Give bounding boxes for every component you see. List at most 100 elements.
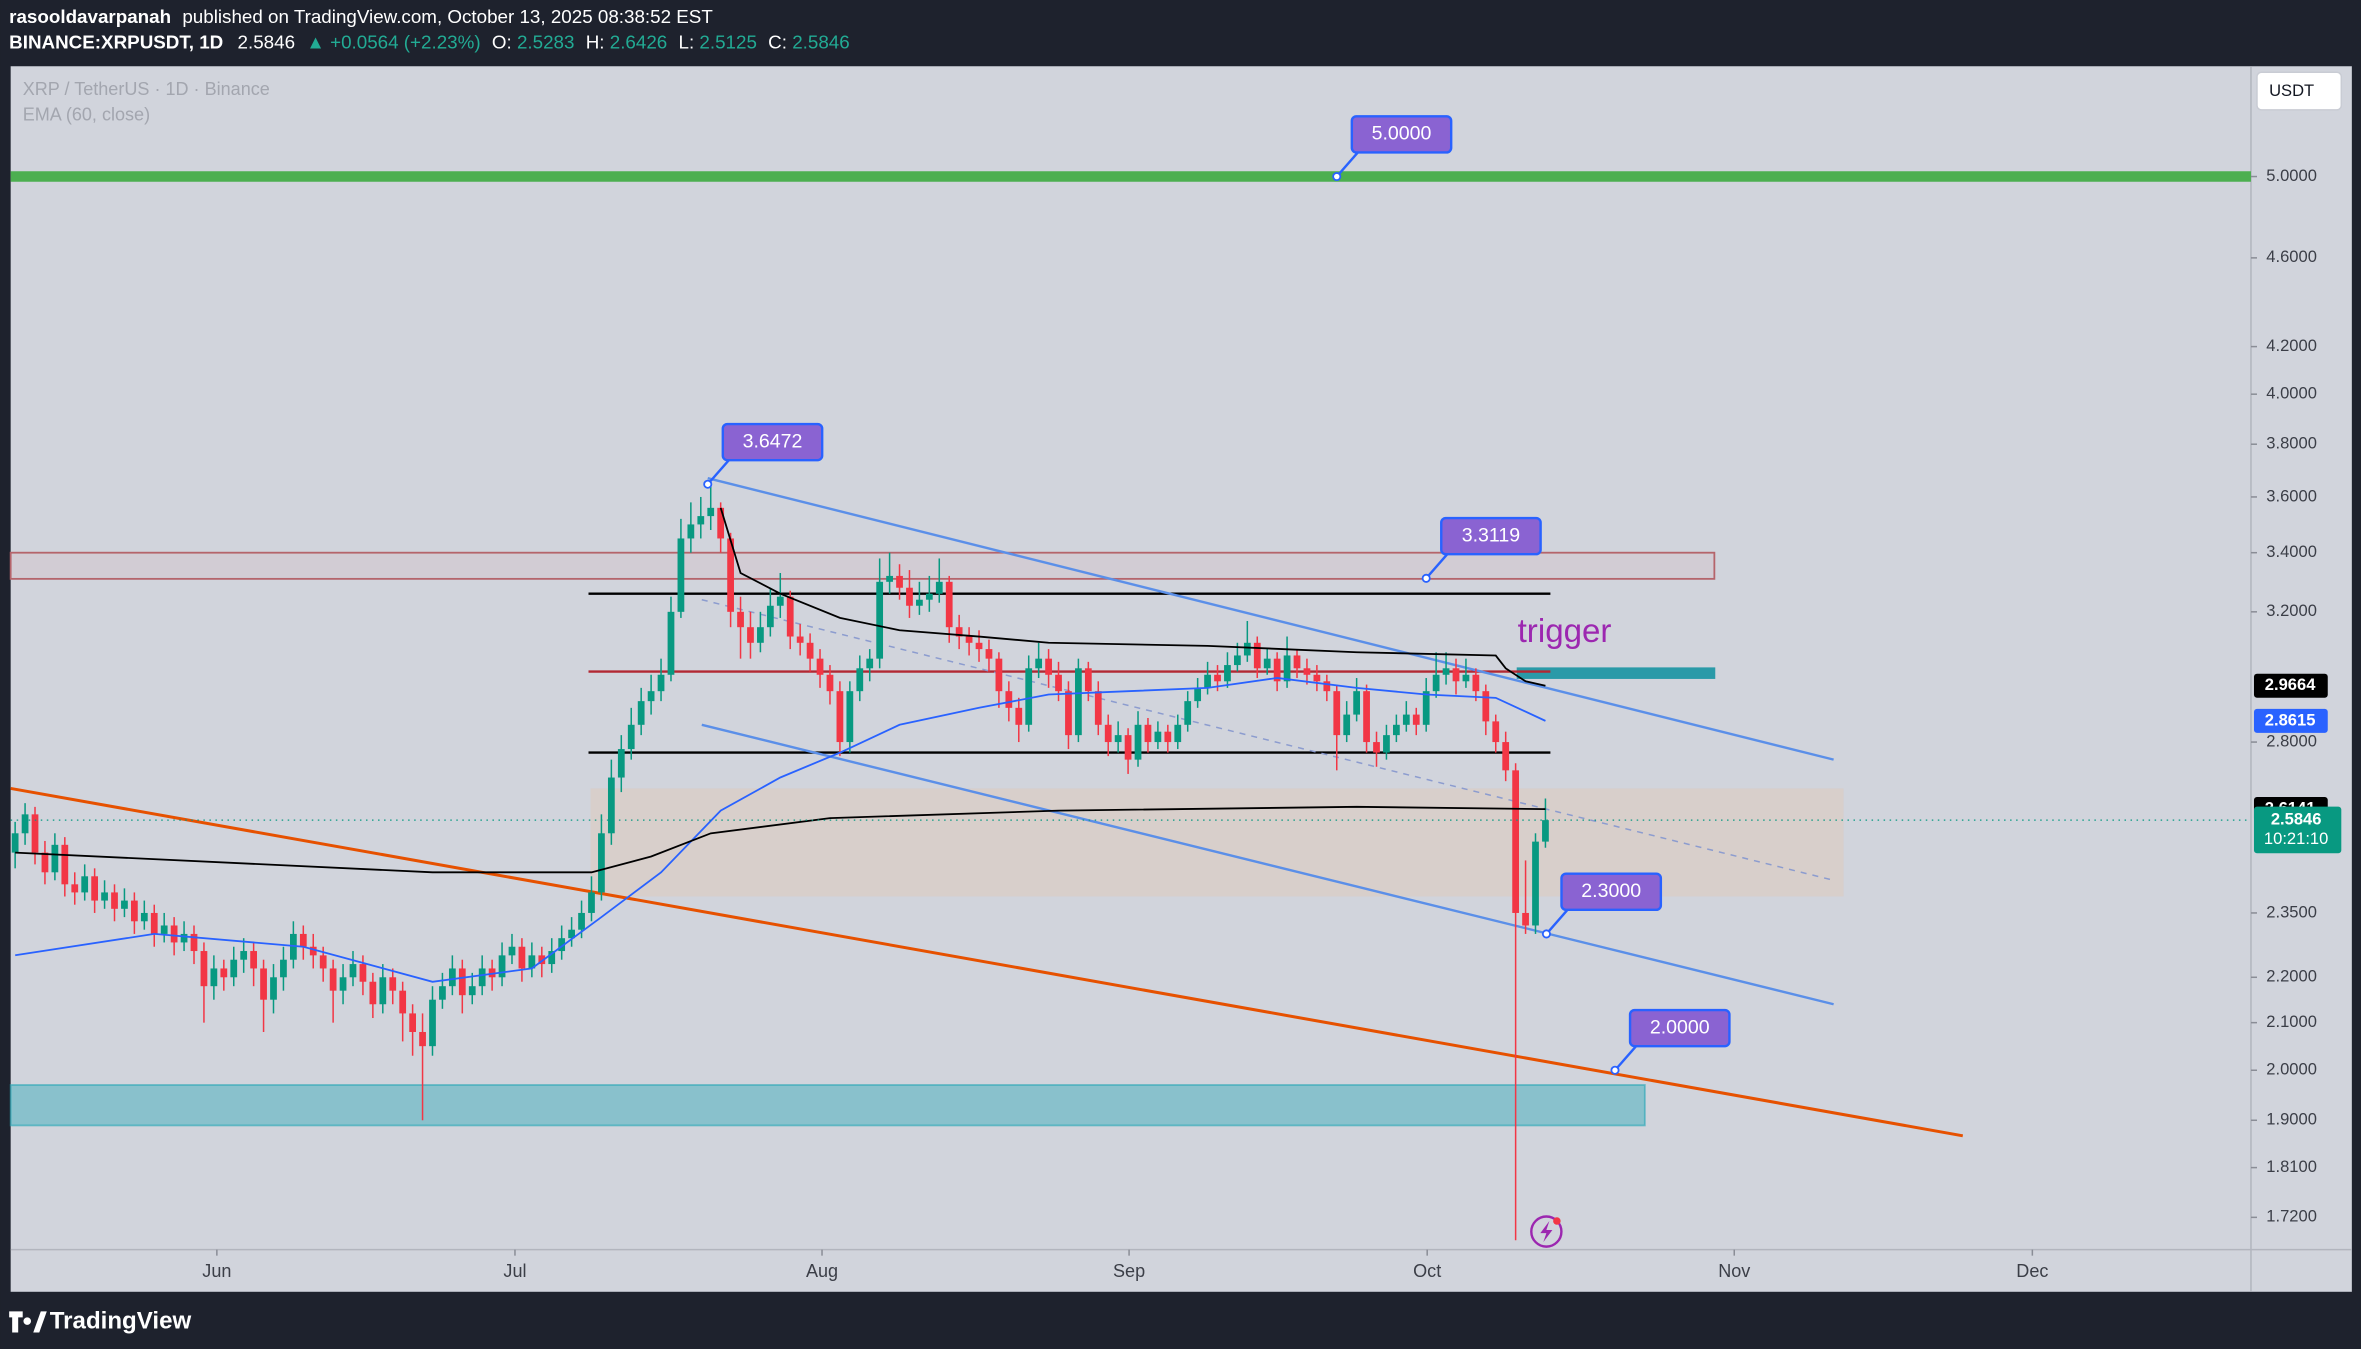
candle-body (1412, 714, 1420, 725)
candle-body (1075, 668, 1082, 736)
zone (9, 1084, 1646, 1127)
candle-body (220, 968, 228, 978)
candle-body (955, 627, 963, 637)
y-tick-label: 4.2000 (2266, 336, 2317, 355)
candle-body (101, 892, 108, 901)
brand-logo[interactable] (9, 1311, 47, 1333)
candle-body (975, 642, 983, 650)
brand-name[interactable]: TradingView (50, 1307, 192, 1334)
indicator-tag: 2.8615 (2265, 710, 2316, 729)
chart-panel (10, 66, 2352, 1292)
currency-button[interactable] (2256, 71, 2343, 111)
author: rasooldavarpanah (9, 6, 171, 27)
callout-anchor (1541, 929, 1551, 939)
candle-body (240, 951, 248, 960)
callout-box (1440, 516, 1542, 556)
flash-icon-dot[interactable] (1553, 1217, 1561, 1225)
candle-body (230, 959, 238, 978)
candle-body (329, 968, 337, 991)
last-price: 2.5846 (238, 32, 296, 53)
candle-body (210, 968, 218, 987)
candle-body (1084, 668, 1092, 692)
callout-box (1350, 115, 1453, 154)
candle-body (1383, 735, 1390, 753)
callout-pointer (706, 459, 730, 486)
brand[interactable]: TradingView (9, 1307, 191, 1334)
candle-body (299, 933, 307, 947)
candle-body (458, 968, 466, 996)
candle-body (916, 599, 923, 606)
trendline (707, 476, 1834, 761)
candle-body (399, 990, 407, 1014)
y-tick-label: 2.0000 (2266, 1060, 2317, 1079)
plot: trigger 5.0000 3.6472 3.3119 2.3000 2.0000 (9, 115, 2251, 1241)
candle-body (627, 724, 635, 750)
candle-body (429, 999, 436, 1047)
callout-label: 2.0000 (1650, 1016, 1710, 1038)
candle-body (657, 674, 665, 692)
callout-pointer (1614, 1045, 1637, 1072)
candle-body (1243, 642, 1251, 656)
candle-body (1253, 642, 1261, 669)
candle-body (1025, 668, 1033, 725)
callout-label: 3.6472 (743, 430, 803, 452)
trendline (10, 786, 1964, 1138)
candle-body (1502, 742, 1510, 771)
candle-body (1204, 674, 1211, 688)
candle-body (478, 968, 486, 987)
zone (9, 551, 1716, 580)
candle-body (1124, 735, 1132, 760)
flash-icon[interactable] (1530, 1215, 1563, 1248)
callout-label: 2.3000 (1581, 880, 1641, 902)
currency[interactable]: USDT (2269, 81, 2314, 100)
candle-body (1194, 687, 1202, 702)
candle-body (180, 933, 188, 943)
candle-body (906, 587, 913, 606)
candle-body (965, 636, 973, 643)
callout-label: 3.3119 (1462, 524, 1520, 546)
y-tick-label: 3.6000 (2266, 486, 2317, 505)
candle-body (61, 844, 69, 885)
candle-body (1482, 691, 1490, 722)
candle-body (1164, 731, 1172, 743)
candle-body (826, 674, 834, 692)
flash-icon-bolt[interactable] (1540, 1221, 1553, 1243)
candle-body (1422, 691, 1430, 725)
y-tick-label: 4.6000 (2266, 247, 2317, 266)
candle-body (806, 642, 814, 659)
candle-body (1353, 691, 1361, 715)
candle-body (498, 955, 506, 978)
l-label: L: (679, 32, 695, 53)
indicator-line (15, 805, 1546, 874)
x-tick-label: Aug (806, 1261, 838, 1281)
y-tick-label: 5.0000 (2266, 166, 2317, 185)
candle-body (1045, 658, 1052, 675)
candle-body (1273, 658, 1281, 682)
candle-body (727, 538, 734, 612)
candle-body (1094, 691, 1102, 725)
candle-body (1234, 655, 1241, 666)
callout-pointer (1545, 909, 1569, 935)
candle-body (1303, 668, 1311, 675)
callout-box (1628, 1008, 1731, 1048)
candle-body (369, 981, 377, 1005)
x-tick-label: Nov (1718, 1261, 1750, 1281)
candle-body (1224, 665, 1231, 682)
candle-body (131, 900, 138, 922)
candle-body (836, 691, 844, 743)
indicator-tag-bg (2253, 708, 2328, 733)
candle-body (1154, 731, 1162, 743)
candle-body (1065, 691, 1072, 736)
open: 2.5283 (517, 32, 575, 53)
candle-body (21, 814, 29, 834)
flash-icon-ring[interactable] (1530, 1215, 1563, 1248)
candle-body (866, 658, 874, 669)
candle-body (448, 968, 456, 987)
candle-body (319, 955, 327, 969)
y-tick-label: 3.8000 (2266, 434, 2317, 453)
candle-body (538, 955, 546, 965)
countdown: 10:21:10 (2264, 829, 2328, 848)
candle-body (935, 581, 943, 594)
candle-body (1313, 674, 1321, 682)
